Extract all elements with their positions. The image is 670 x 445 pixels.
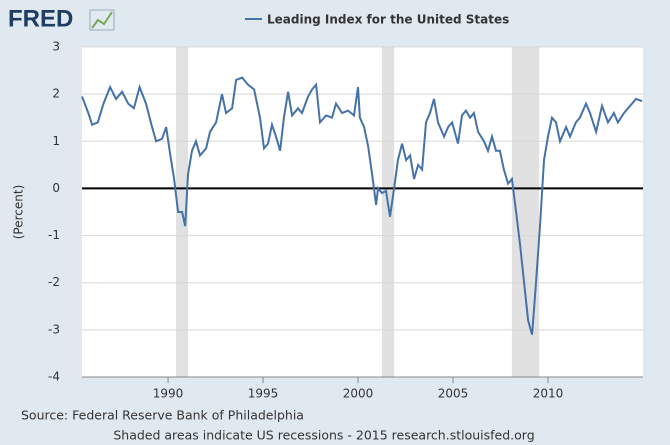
- chart-title: Leading Index for the United States: [267, 13, 509, 27]
- x-tick-label: 2010: [533, 387, 564, 401]
- note: Shaded areas indicate US recessions - 20…: [113, 428, 534, 443]
- x-tick-label: 2000: [343, 387, 374, 401]
- x-tick-label: 1995: [248, 387, 279, 401]
- y-axis-label: (Percent): [12, 185, 26, 240]
- y-tick-label: 0: [52, 181, 60, 195]
- y-tick-label: 2: [52, 87, 60, 101]
- x-tick-label: 2005: [438, 387, 469, 401]
- logo-icon: [91, 11, 113, 29]
- plot-area: [82, 47, 643, 377]
- y-tick-label: -4: [48, 370, 60, 384]
- y-tick-label: -2: [48, 275, 60, 289]
- y-tick-label: 1: [52, 134, 60, 148]
- recession-shade: [381, 47, 395, 377]
- y-tick-label: -1: [48, 228, 60, 242]
- logo-frame: [89, 9, 115, 31]
- y-tick-label: 3: [52, 40, 60, 54]
- y-tick-label: -3: [48, 322, 60, 336]
- logo: FRED: [8, 5, 73, 32]
- series-line: [81, 76, 643, 335]
- source: Source: Federal Reserve Bank of Philadel…: [21, 408, 304, 423]
- x-tick-label: 1990: [153, 387, 184, 401]
